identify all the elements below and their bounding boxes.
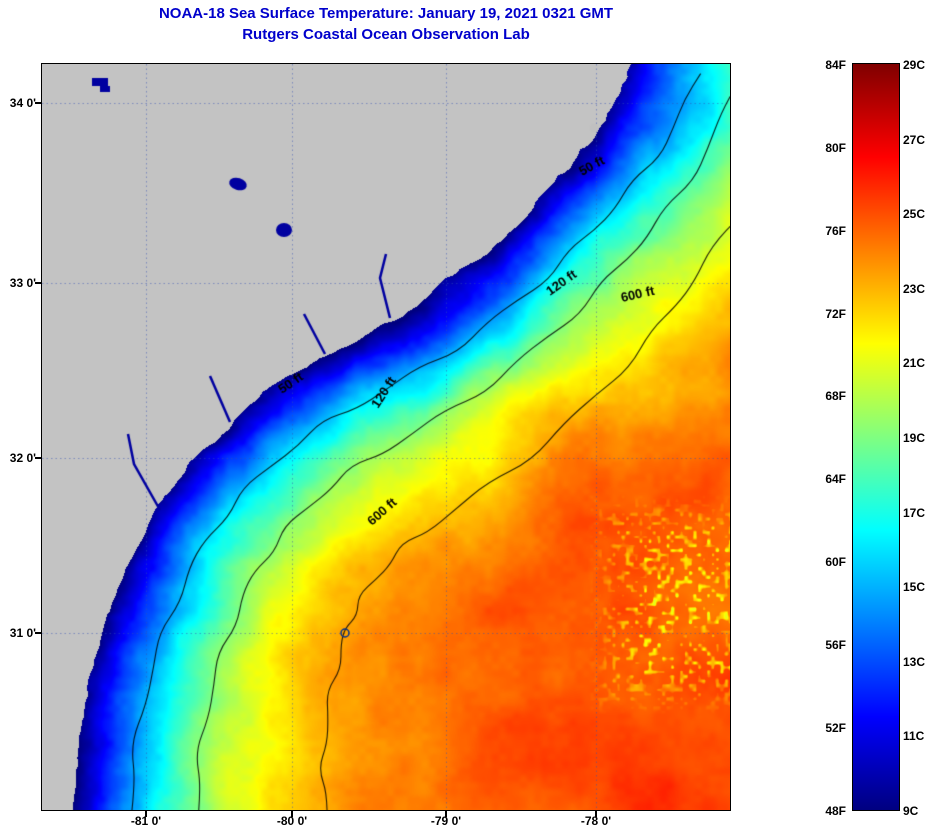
colorbar-label-c: 9C bbox=[903, 804, 919, 818]
x-tick-mark bbox=[595, 811, 597, 817]
colorbar-label-c: 21C bbox=[903, 356, 926, 370]
colorbar-label-c: 13C bbox=[903, 655, 926, 669]
y-tick-mark bbox=[35, 632, 41, 634]
colorbar-label-f: 68F bbox=[825, 389, 846, 403]
colorbar-label-f: 48F bbox=[825, 804, 846, 818]
colorbar-label-f: 52F bbox=[825, 721, 846, 735]
colorbar-label-f: 72F bbox=[825, 307, 846, 321]
colorbar-label-c: 11C bbox=[903, 729, 925, 743]
title-block: NOAA-18 Sea Surface Temperature: January… bbox=[0, 3, 772, 45]
x-tick-mark bbox=[291, 811, 293, 817]
colorbar-label-c: 29C bbox=[903, 58, 926, 72]
x-tick-label: -81 0' bbox=[130, 814, 162, 828]
page-subtitle: Rutgers Coastal Ocean Observation Lab bbox=[242, 26, 530, 43]
x-tick-label: -80 0' bbox=[276, 814, 308, 828]
colorbar-label-c: 15C bbox=[903, 580, 926, 594]
colorbar-label-c: 17C bbox=[903, 506, 926, 520]
temperature-colorbar bbox=[852, 63, 900, 811]
y-tick-mark bbox=[35, 102, 41, 104]
y-tick-mark bbox=[35, 282, 41, 284]
colorbar-label-f: 56F bbox=[825, 638, 846, 652]
colorbar-label-c: 25C bbox=[903, 207, 926, 221]
map-frame bbox=[41, 63, 731, 811]
colorbar-label-c: 27C bbox=[903, 133, 926, 147]
colorbar-label-f: 84F bbox=[825, 58, 846, 72]
colorbar-label-c: 19C bbox=[903, 431, 926, 445]
x-tick-label: -79 0' bbox=[430, 814, 462, 828]
colorbar-label-f: 76F bbox=[825, 224, 846, 238]
y-tick-label: 34 0' bbox=[9, 96, 36, 110]
y-tick-mark bbox=[35, 457, 41, 459]
y-tick-label: 31 0' bbox=[9, 626, 36, 640]
colorbar-label-f: 60F bbox=[825, 555, 846, 569]
page-title: NOAA-18 Sea Surface Temperature: January… bbox=[158, 5, 614, 22]
y-tick-label: 32 0' bbox=[9, 451, 36, 465]
colorbar-label-c: 23C bbox=[903, 282, 926, 296]
x-tick-label: -78 0' bbox=[580, 814, 612, 828]
colorbar-label-f: 80F bbox=[825, 141, 846, 155]
y-tick-label: 33 0' bbox=[9, 276, 36, 290]
x-tick-mark bbox=[445, 811, 447, 817]
sst-map-canvas bbox=[42, 64, 730, 810]
colorbar-label-f: 64F bbox=[825, 472, 846, 486]
x-tick-mark bbox=[145, 811, 147, 817]
